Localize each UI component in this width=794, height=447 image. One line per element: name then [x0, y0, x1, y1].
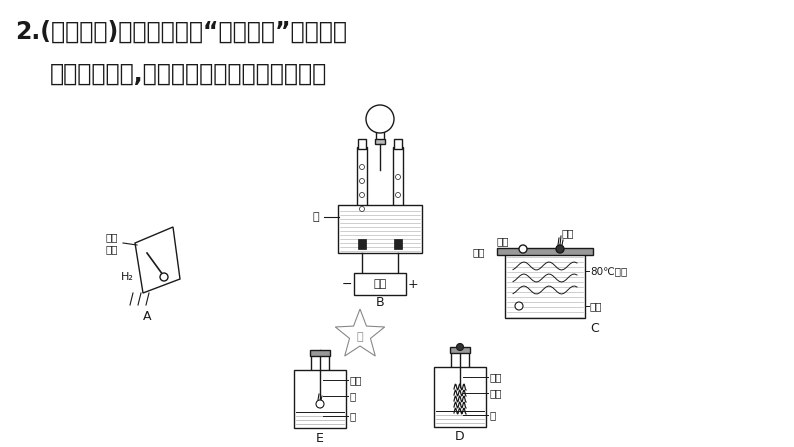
Text: 80℃热水: 80℃热水 [590, 266, 627, 276]
Bar [434, 367, 486, 427]
Text: 白磷: 白磷 [496, 236, 509, 246]
Text: 电源: 电源 [373, 279, 387, 289]
Bar [394, 139, 402, 149]
Text: 氧气: 氧气 [489, 372, 502, 382]
Circle shape [316, 400, 324, 408]
Bar [451, 352, 469, 369]
Text: 水: 水 [489, 410, 495, 420]
Text: 水: 水 [313, 212, 319, 222]
Circle shape [160, 273, 168, 281]
Bar [394, 239, 402, 249]
Bar [497, 248, 593, 255]
Circle shape [360, 193, 364, 198]
Bar [294, 370, 346, 428]
Text: C: C [590, 321, 599, 334]
Circle shape [395, 193, 400, 198]
Polygon shape [335, 309, 385, 356]
Text: H₂: H₂ [121, 272, 133, 282]
Text: 烧杯: 烧杯 [105, 244, 118, 254]
Circle shape [360, 207, 364, 211]
Text: A: A [143, 311, 151, 324]
Circle shape [556, 245, 564, 253]
Circle shape [519, 245, 527, 253]
Text: B: B [376, 296, 384, 309]
Text: 成果发布会上,小明分享了自己的研究报告。: 成果发布会上,小明分享了自己的研究报告。 [50, 62, 327, 86]
Circle shape [366, 105, 394, 133]
Text: +: + [407, 278, 418, 291]
Text: 铁丝: 铁丝 [489, 388, 502, 398]
Bar [358, 239, 366, 249]
Text: E: E [316, 431, 324, 444]
Circle shape [360, 164, 364, 169]
Text: 2.(吉林中考)在学校开展的“知水善用”项目学习: 2.(吉林中考)在学校开展的“知水善用”项目学习 [15, 20, 347, 44]
Bar [354, 273, 406, 295]
Bar [310, 350, 330, 356]
Circle shape [360, 178, 364, 184]
Text: D: D [455, 430, 464, 443]
Bar [358, 139, 366, 149]
Text: −: − [341, 278, 353, 291]
Text: 氧气: 氧气 [349, 375, 361, 385]
Text: 白磷: 白磷 [590, 301, 603, 311]
Circle shape [395, 174, 400, 180]
Bar [376, 131, 384, 141]
Text: 水: 水 [357, 332, 364, 342]
Polygon shape [135, 227, 180, 293]
Bar [393, 147, 403, 247]
Text: 硫: 硫 [349, 391, 355, 401]
Bar [357, 147, 367, 247]
Circle shape [515, 302, 523, 310]
Bar [339, 211, 421, 252]
Text: 铜片: 铜片 [472, 247, 485, 257]
Text: 红磷: 红磷 [562, 228, 575, 238]
Bar [375, 139, 385, 144]
Text: 干冷: 干冷 [105, 232, 118, 242]
Text: 水: 水 [349, 411, 355, 421]
Bar [311, 355, 329, 372]
Bar [505, 253, 585, 318]
Circle shape [457, 343, 464, 350]
Bar [338, 205, 422, 253]
Bar [450, 347, 470, 353]
